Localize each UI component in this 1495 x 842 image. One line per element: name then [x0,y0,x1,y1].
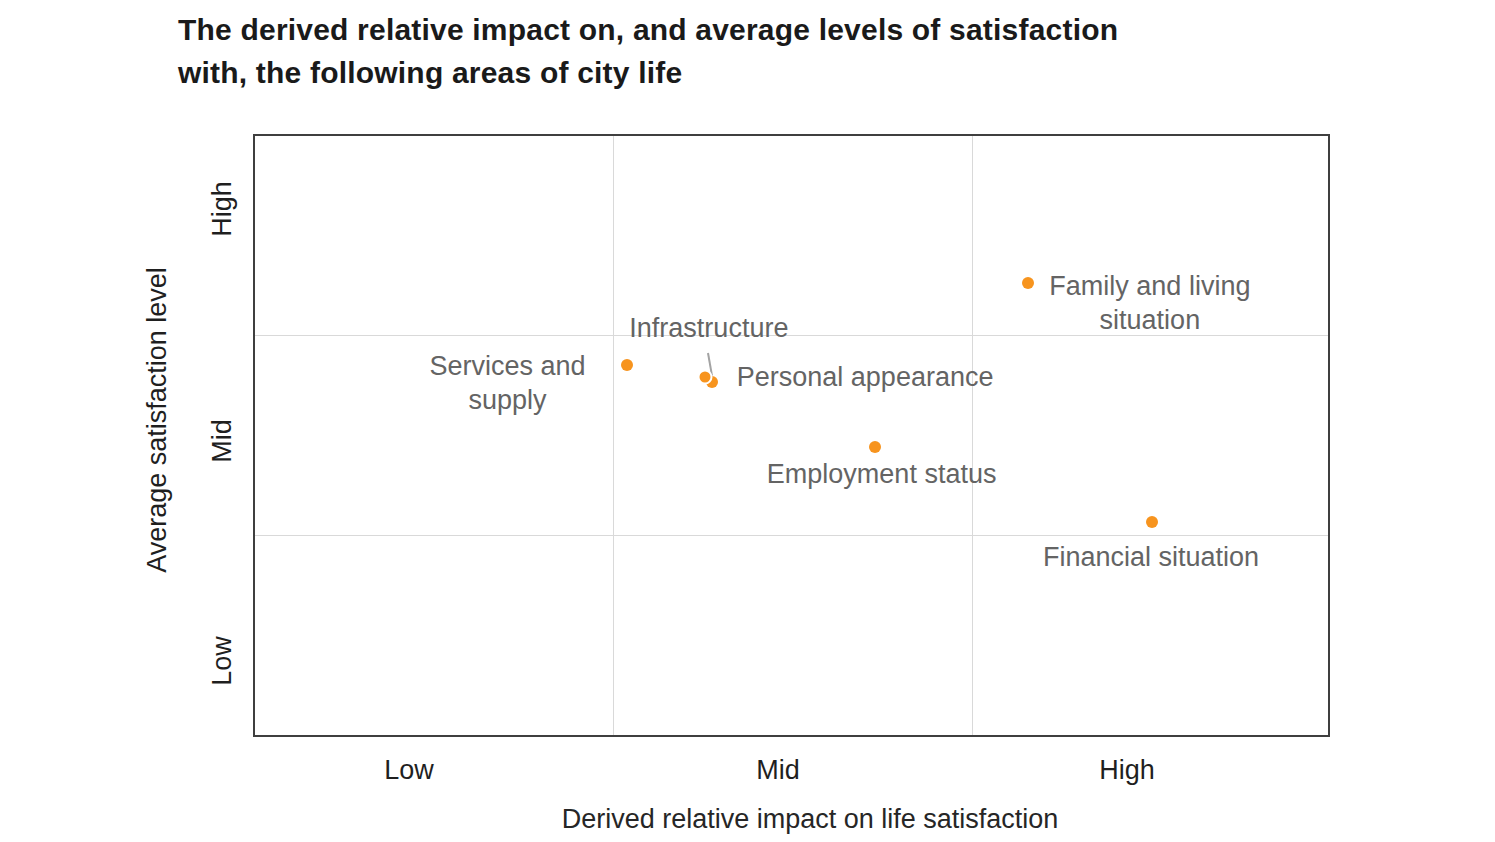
y-tick-high: High [207,181,238,237]
gridline-horizontal-2 [255,535,1328,536]
chart-title: The derived relative impact on, and aver… [178,8,1358,94]
x-tick-high: High [1099,755,1155,786]
point-label-services-and-supply: Services andsupply [429,349,585,417]
point-employment-status [869,441,881,453]
x-tick-mid: Mid [756,755,800,786]
point-label-infrastructure: Infrastructure [629,311,788,345]
point-label-employment-status: Employment status [767,457,997,491]
chart-title-line-2: with, the following areas of city life [178,51,1358,94]
y-tick-mid: Mid [207,419,238,463]
point-financial-situation [1146,516,1158,528]
point-label-personal-appearance: Personal appearance [737,360,994,394]
point-infrastructure [697,370,712,385]
x-axis-title: Derived relative impact on life satisfac… [562,804,1059,835]
point-label-financial-situation: Financial situation [1043,540,1259,574]
point-label-family-and-living-situation: Family and livingsituation [1049,269,1250,337]
point-services-and-supply [621,359,633,371]
scatter-chart: The derived relative impact on, and aver… [0,0,1495,842]
chart-title-line-1: The derived relative impact on, and aver… [178,8,1358,51]
plot-area: Services andsupply Personal appearance Inf… [253,134,1330,737]
gridline-vertical-2 [972,136,973,735]
y-tick-low: Low [207,636,238,686]
y-axis-title: Average satisfaction level [142,267,173,573]
point-family-and-living-situation [1022,277,1034,289]
gridline-vertical-1 [613,136,614,735]
x-tick-low: Low [384,755,434,786]
